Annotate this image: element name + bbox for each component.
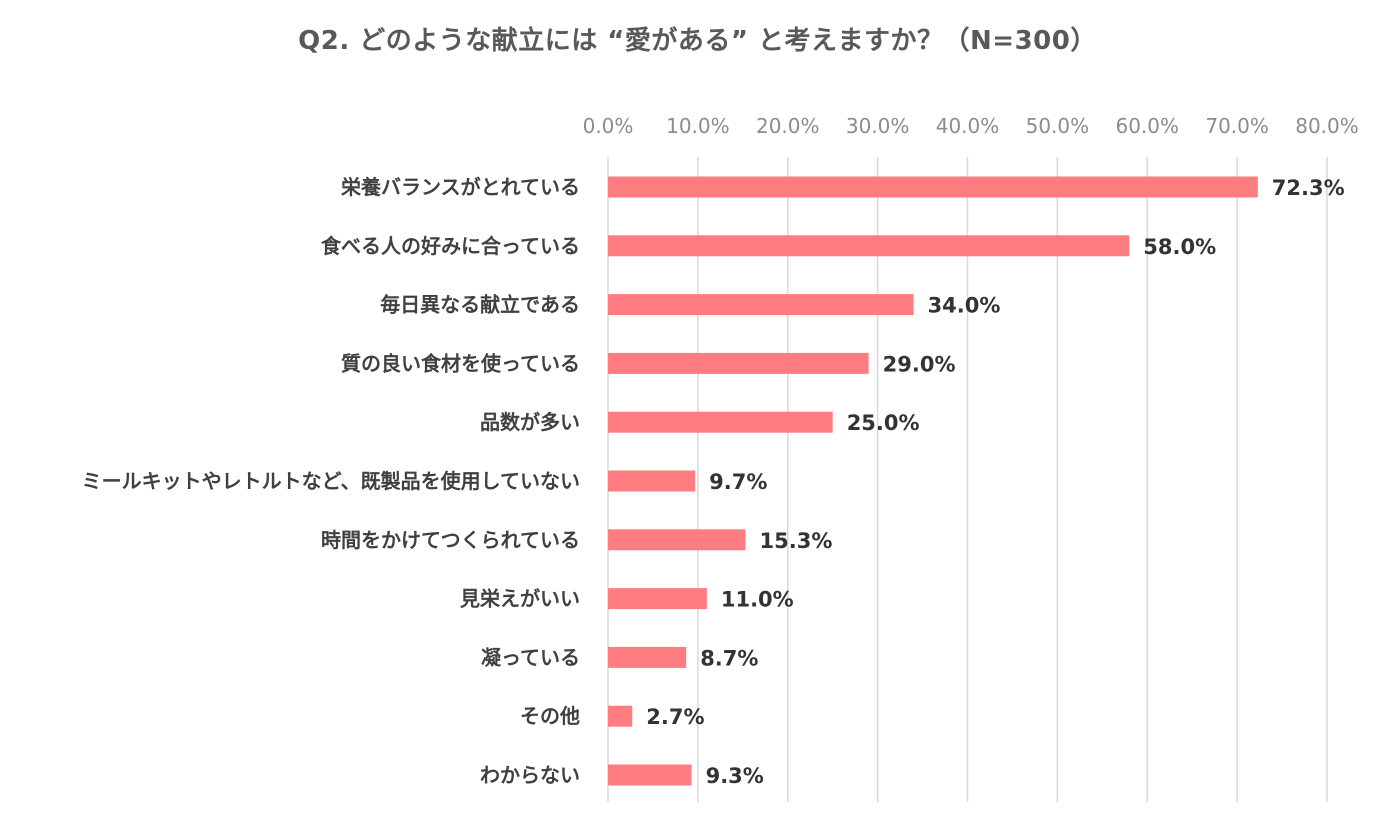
bars: [608, 176, 1258, 786]
data-label: 72.3%: [1272, 176, 1345, 200]
data-label: 34.0%: [928, 294, 1001, 318]
x-tick-label: 0.0%: [583, 114, 634, 138]
bar: [608, 646, 687, 668]
x-tick-label: 30.0%: [846, 114, 910, 138]
category-label: 食べる人の好みに合っている: [321, 234, 580, 258]
bar: [608, 411, 833, 433]
bar: [608, 235, 1130, 257]
x-tick-label: 60.0%: [1115, 114, 1179, 138]
x-tick-label: 20.0%: [756, 114, 820, 138]
category-label: ミールキットやレトルトなど、既製品を使用していない: [82, 469, 580, 493]
value-labels: 72.3% 58.0% 34.0% 29.0% 25.0% 9.7% 15.3% 11.0% 8…: [646, 176, 1344, 788]
category-labels: 栄養バランスがとれている食べる人の好みに合っている毎日異なる献立である質の良い食…: [82, 175, 580, 787]
category-label: その他: [520, 704, 580, 728]
x-tick-label: 10.0%: [666, 114, 730, 138]
gridlines: [607, 157, 1328, 802]
data-label: 8.7%: [700, 646, 758, 670]
data-label: 15.3%: [760, 529, 833, 553]
category-label: 栄養バランスがとれている: [340, 175, 580, 199]
data-label: 9.3%: [706, 764, 764, 788]
data-label: 11.0%: [721, 588, 794, 612]
category-label: 質の良い食材を使っている: [341, 351, 580, 375]
x-tick-label: 50.0%: [1026, 114, 1090, 138]
bar: [608, 352, 869, 374]
category-label: 時間をかけてつくられている: [321, 528, 580, 552]
category-label: 見栄えがいい: [460, 587, 580, 611]
data-label: 9.7%: [709, 470, 767, 494]
x-tick-label: 80.0%: [1295, 114, 1359, 138]
bar: [608, 588, 707, 610]
bar: [608, 176, 1258, 198]
category-label: 品数が多い: [480, 410, 580, 434]
bar: [608, 764, 692, 786]
bar: [608, 294, 914, 316]
x-tick-label: 70.0%: [1205, 114, 1269, 138]
category-label: 毎日異なる献立である: [380, 293, 580, 317]
x-tick-label: 40.0%: [936, 114, 1000, 138]
data-label: 25.0%: [847, 411, 920, 435]
chart-title: Q2. どのような献立には “愛がある” と考えますか？（N=300）: [298, 26, 1097, 56]
data-label: 29.0%: [883, 352, 956, 376]
bar: [608, 470, 696, 492]
bar: [608, 705, 633, 727]
axis-tick-labels: 0.0% 10.0% 20.0% 30.0% 40.0% 50.0% 60.0% 70.0% 8…: [583, 114, 1359, 138]
category-label: わからない: [480, 763, 580, 787]
data-label: 58.0%: [1143, 235, 1216, 259]
category-label: 凝っている: [481, 645, 580, 669]
bar: [608, 529, 746, 551]
data-label: 2.7%: [646, 705, 704, 729]
